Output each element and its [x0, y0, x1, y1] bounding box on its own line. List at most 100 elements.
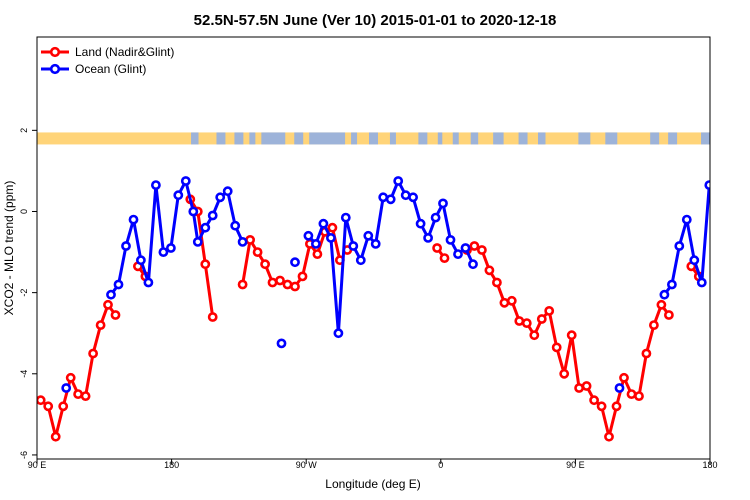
ocean-point: [445, 234, 456, 245]
ocean-point: [310, 238, 321, 249]
legend-land-marker: [49, 46, 61, 58]
ocean-point: [61, 383, 72, 393]
x-tick-label: 180: [164, 460, 179, 470]
ocean-point: [370, 238, 381, 249]
land-point: [275, 275, 285, 286]
legend: Land (Nadir&Glint) Ocean (Glint): [41, 45, 174, 76]
land-point: [267, 277, 278, 288]
land-point: [103, 299, 113, 310]
x-tick-label: 0: [438, 460, 443, 470]
legend-land-label: Land (Nadir&Glint): [75, 45, 174, 59]
land-point: [476, 245, 487, 255]
ocean-point: [158, 247, 169, 257]
ocean-point: [430, 212, 441, 223]
ocean-point: [340, 212, 351, 223]
land-point: [290, 281, 300, 292]
land-point: [604, 431, 614, 442]
x-tick-label: 180: [702, 460, 717, 470]
mask-ocean-patch: [369, 132, 378, 145]
series-ocean: [61, 176, 720, 393]
land-point: [200, 259, 211, 270]
ocean-point: [325, 232, 336, 243]
land-point: [252, 247, 263, 257]
land-point: [65, 372, 76, 383]
land-point: [469, 241, 480, 251]
ocean-point: [188, 206, 199, 217]
chart-title: 52.5N-57.5N June (Ver 10) 2015-01-01 to …: [194, 12, 557, 29]
y-tick-label: 2: [19, 128, 29, 133]
ocean-point: [355, 255, 366, 266]
land-point: [536, 314, 547, 324]
ocean-point: [438, 198, 448, 209]
ocean-point: [135, 255, 146, 266]
mask-ocean-patch: [650, 132, 660, 145]
ocean-point: [423, 232, 433, 243]
mask-ocean-patch: [701, 132, 710, 145]
land-point: [611, 401, 622, 412]
ocean-point: [393, 176, 404, 186]
land-point: [491, 277, 502, 288]
ocean-point: [333, 328, 344, 339]
mask-ocean-patch: [351, 132, 358, 145]
land-point: [43, 401, 54, 412]
land-point: [37, 395, 46, 406]
land-point: [80, 391, 91, 401]
ocean-point: [230, 220, 241, 231]
ocean-point: [408, 192, 418, 203]
y-tick-label: -6: [19, 451, 29, 459]
ocean-point: [113, 279, 124, 290]
ocean-point: [713, 249, 720, 256]
mask-ocean-patch: [452, 132, 459, 145]
land-point: [73, 389, 83, 399]
ocean-point: [460, 243, 471, 253]
land-point: [529, 330, 540, 341]
mask-ocean-patch: [470, 132, 479, 145]
y-tick-label: -2: [19, 289, 29, 297]
mask-ocean-patch: [418, 132, 428, 145]
ocean-point: [614, 383, 625, 393]
land-point: [207, 312, 218, 322]
ocean-point: [237, 236, 248, 247]
ocean-point: [318, 218, 329, 229]
ocean-point: [128, 214, 139, 225]
land-point: [589, 395, 599, 406]
mask-ocean-patch: [216, 132, 226, 145]
land-point: [282, 279, 293, 290]
ocean-point: [303, 230, 314, 241]
land-point: [432, 243, 442, 253]
land-point: [649, 320, 659, 330]
ocean-point: [453, 249, 463, 259]
mask-ocean-patch: [668, 132, 678, 145]
land-line-segment: [466, 244, 671, 439]
y-axis-label: XCO2 - MLO trend (ppm): [2, 181, 16, 316]
mask-ocean-patch: [493, 132, 504, 145]
mask-ocean-patch: [437, 132, 443, 145]
series-lines: [37, 176, 720, 442]
ocean-point: [704, 180, 710, 190]
mask-ocean-patch: [518, 132, 528, 145]
land-point: [551, 342, 562, 353]
series-land: [37, 194, 704, 442]
y-tick-label: -4: [19, 370, 29, 378]
ocean-point: [415, 218, 426, 229]
ocean-point: [468, 259, 478, 270]
land-point: [596, 401, 607, 412]
ocean-point: [674, 241, 685, 251]
ocean-point: [192, 236, 203, 247]
ocean-point: [348, 241, 359, 251]
ocean-point: [200, 222, 211, 233]
ocean-point: [207, 210, 218, 221]
x-axis-label: Longitude (deg E): [325, 477, 420, 491]
land-point: [619, 372, 629, 383]
land-point: [559, 368, 570, 379]
mask-ocean-patch: [578, 132, 591, 145]
ocean-point: [121, 241, 131, 251]
land-point: [58, 401, 69, 412]
x-axis: 90 E 180 90 W 0 90 E 180: [28, 459, 718, 470]
land-point: [484, 265, 495, 276]
land-point: [656, 299, 667, 310]
legend-ocean-label: Ocean (Glint): [75, 62, 146, 76]
ocean-point: [363, 230, 374, 241]
land-point: [626, 389, 637, 399]
